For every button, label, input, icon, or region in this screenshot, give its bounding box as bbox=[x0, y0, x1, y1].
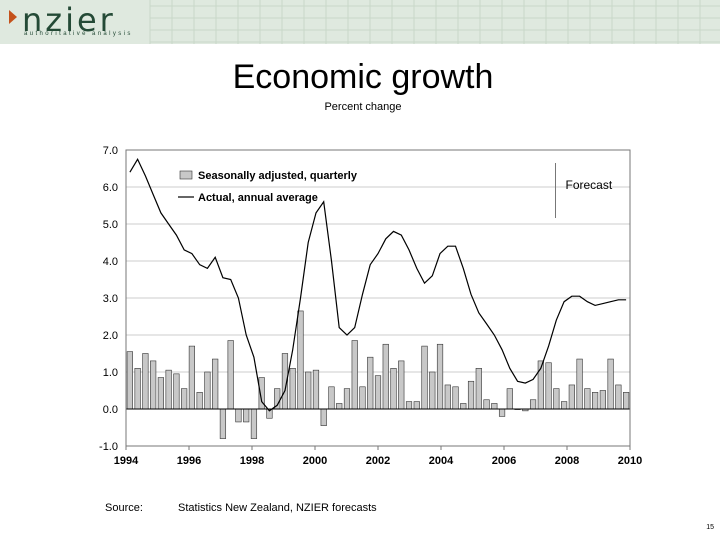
bar bbox=[150, 360, 157, 410]
growth-chart: 7.0 6.0 5.0 4.0 3.0 2.0 1.0 0.0 -1.0 1994 1996 1998… bbox=[99, 145, 642, 467]
bar bbox=[374, 375, 382, 410]
bar bbox=[599, 390, 606, 410]
bar bbox=[305, 371, 312, 410]
bar bbox=[615, 384, 622, 410]
x-tick-label: 1994 bbox=[114, 455, 139, 467]
bar bbox=[545, 362, 552, 410]
bar bbox=[421, 345, 428, 410]
x-tick-label: 2000 bbox=[303, 455, 327, 467]
x-tick-label: 1996 bbox=[177, 455, 201, 467]
bar bbox=[405, 401, 413, 410]
bar bbox=[467, 380, 475, 410]
bar bbox=[250, 408, 258, 439]
y-tick-label: 5.0 bbox=[103, 219, 118, 231]
logo-tagline: authoritative analysis bbox=[24, 31, 133, 37]
bar bbox=[452, 386, 459, 410]
x-tick-label: 1998 bbox=[240, 455, 264, 467]
y-tick-label: 4.0 bbox=[103, 256, 118, 268]
y-tick-label: 0.0 bbox=[103, 404, 118, 416]
bar bbox=[561, 401, 568, 410]
annual-average-line bbox=[129, 158, 627, 412]
bar bbox=[607, 358, 614, 410]
bar bbox=[173, 373, 180, 410]
bar bbox=[390, 368, 397, 410]
bar bbox=[491, 403, 498, 410]
bar bbox=[320, 408, 327, 426]
x-tick-label: 2004 bbox=[429, 455, 454, 467]
bar bbox=[576, 358, 583, 410]
bar bbox=[592, 392, 599, 410]
bar bbox=[212, 358, 219, 410]
bar bbox=[436, 343, 444, 410]
bar bbox=[165, 369, 172, 410]
slide-title: Economic growth bbox=[232, 58, 494, 96]
y-tick-label: 3.0 bbox=[103, 293, 118, 305]
bar bbox=[336, 403, 343, 410]
x-tick-label: 2008 bbox=[555, 455, 579, 467]
bar bbox=[460, 403, 467, 410]
bar bbox=[243, 408, 250, 423]
source-label: Source: bbox=[105, 502, 143, 514]
bar bbox=[235, 408, 242, 423]
bar bbox=[498, 408, 506, 417]
bar bbox=[142, 353, 149, 410]
bar bbox=[429, 371, 436, 410]
bar bbox=[444, 384, 451, 410]
legend-label-line: Actual, annual average bbox=[198, 192, 318, 204]
bar bbox=[367, 356, 374, 410]
bar bbox=[204, 371, 211, 410]
bar bbox=[623, 392, 630, 410]
bar bbox=[289, 368, 296, 410]
bar bbox=[227, 340, 234, 410]
bar bbox=[157, 377, 164, 410]
y-tick-label: 2.0 bbox=[103, 330, 118, 342]
header-grid-pattern bbox=[149, 0, 720, 44]
legend-label-bars: Seasonally adjusted, quarterly bbox=[198, 170, 358, 182]
bar bbox=[343, 388, 351, 410]
legend-swatch-bars bbox=[179, 170, 193, 180]
x-tick-label: 2006 bbox=[492, 455, 516, 467]
page-number: 15 bbox=[706, 524, 714, 531]
header-band: nzier authoritative analysis bbox=[0, 0, 720, 44]
x-tick-label: 2010 bbox=[618, 455, 642, 467]
bar bbox=[568, 384, 575, 410]
bar bbox=[553, 388, 560, 410]
bar bbox=[413, 401, 420, 410]
bar bbox=[297, 310, 304, 410]
y-tick-label: 6.0 bbox=[103, 182, 118, 194]
bar bbox=[181, 388, 188, 410]
bar bbox=[312, 369, 320, 410]
forecast-label: Forecast bbox=[566, 178, 613, 192]
y-tick-label: -1.0 bbox=[99, 441, 118, 453]
y-tick-label: 1.0 bbox=[103, 367, 118, 379]
slide-subtitle: Percent change bbox=[324, 101, 402, 113]
bar bbox=[382, 343, 389, 410]
bar bbox=[328, 386, 335, 410]
logo-arrow-icon bbox=[9, 10, 17, 24]
bar bbox=[126, 351, 133, 410]
plot-border bbox=[125, 149, 631, 447]
bar bbox=[219, 408, 227, 439]
bar bbox=[584, 388, 591, 410]
bar bbox=[529, 399, 537, 410]
bar bbox=[359, 386, 366, 410]
source-text: Statistics New Zealand, NZIER forecasts bbox=[178, 502, 377, 514]
bar bbox=[196, 392, 203, 410]
bar bbox=[398, 360, 405, 410]
bar bbox=[188, 345, 195, 410]
bar bbox=[483, 399, 490, 410]
bar bbox=[134, 368, 141, 410]
logo: nzier bbox=[22, 1, 116, 39]
bar bbox=[351, 340, 358, 410]
x-tick-label: 2002 bbox=[366, 455, 390, 467]
bar bbox=[506, 388, 513, 410]
bar bbox=[475, 368, 482, 410]
y-tick-label: 7.0 bbox=[103, 145, 118, 157]
